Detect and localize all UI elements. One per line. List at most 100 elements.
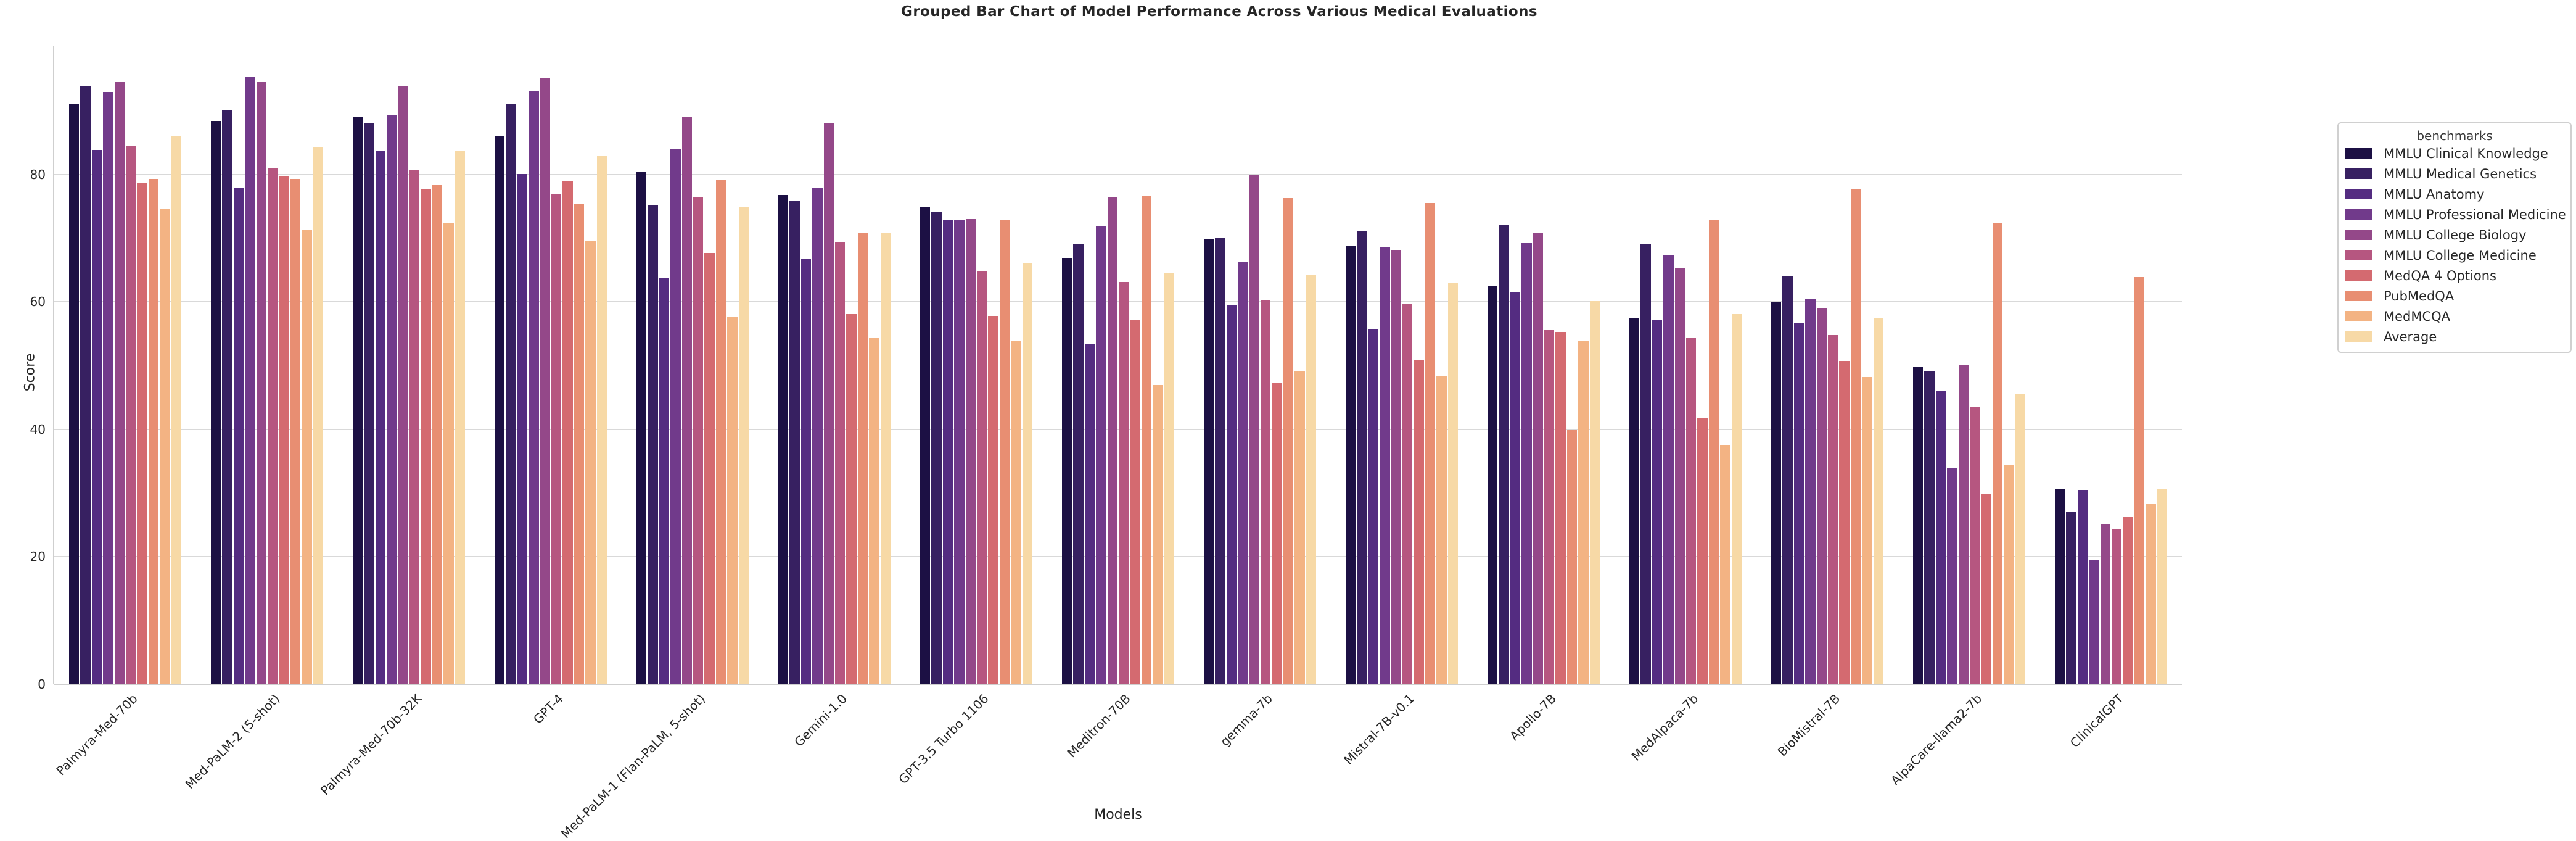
bar	[2112, 529, 2122, 684]
x-tick: AlpaCare-llama2-7b	[1852, 691, 1985, 788]
bar-group	[495, 77, 607, 684]
bar	[681, 117, 693, 684]
bar	[1873, 318, 1884, 684]
legend-item-label: MMLU Clinical Knowledge	[2384, 146, 2548, 161]
y-tick-label: 60	[30, 294, 46, 310]
bar	[1935, 391, 1946, 684]
bar	[1947, 468, 1957, 684]
bar	[148, 178, 159, 684]
bar	[1425, 203, 1436, 684]
bar	[2066, 512, 2076, 684]
bar	[659, 278, 670, 684]
bar	[114, 81, 125, 684]
bar	[1708, 220, 1719, 684]
legend-item-label: MedQA 4 Options	[2384, 268, 2497, 283]
bar	[1731, 313, 1742, 684]
bar	[551, 193, 562, 684]
bar	[1652, 320, 1663, 684]
bar	[562, 181, 573, 684]
legend-item: MedMCQA	[2339, 306, 2570, 326]
bar	[80, 86, 91, 684]
bar-group	[69, 81, 182, 684]
bar	[869, 338, 879, 684]
bar	[800, 259, 812, 684]
x-tick: Palmyra-Med-70b-32K	[278, 691, 424, 798]
legend-item: MMLU Professional Medicine	[2339, 204, 2570, 225]
bar	[1153, 384, 1163, 684]
legend-swatch	[2345, 189, 2372, 199]
bar	[290, 178, 301, 684]
y-tick-label: 80	[30, 167, 46, 182]
legend-item: MMLU College Biology	[2339, 225, 2570, 245]
bar	[455, 151, 466, 684]
bar	[1447, 283, 1459, 684]
x-tick: GPT-3.5 Turbo 1106	[860, 691, 992, 787]
bar	[1204, 239, 1214, 684]
bar-group	[1204, 174, 1317, 684]
plot-area	[54, 46, 2182, 684]
x-tick-label: Palmyra-Med-70b	[53, 691, 141, 779]
bar	[1640, 244, 1651, 684]
bar	[1958, 365, 1969, 684]
bar	[2100, 524, 2111, 684]
bar	[1544, 329, 1555, 684]
bar	[1096, 226, 1106, 684]
bar	[211, 120, 221, 684]
bar	[812, 188, 823, 684]
x-tick-label: Med-PaLM-2 (5-shot)	[182, 691, 282, 792]
x-tick-label: ClinicalGPT	[2067, 691, 2126, 751]
bar	[1771, 302, 1782, 684]
bar	[1566, 429, 1578, 684]
legend-swatch	[2345, 311, 2372, 321]
bar	[965, 218, 976, 684]
bar	[256, 81, 267, 684]
legend-item-label: MMLU Professional Medicine	[2384, 207, 2566, 222]
bar	[1346, 246, 1356, 684]
bar	[1913, 366, 1924, 684]
bar	[1272, 383, 1282, 684]
bar	[1062, 258, 1072, 684]
bar	[1578, 341, 1589, 684]
bar	[432, 185, 443, 684]
bar	[1629, 318, 1640, 684]
bar	[1782, 275, 1793, 684]
bar	[789, 201, 800, 684]
bar	[942, 220, 953, 684]
bar	[880, 232, 891, 684]
bar	[1663, 254, 1674, 684]
bar-group	[778, 123, 891, 684]
y-tick-label: 40	[30, 421, 46, 437]
x-tick-label: Mistral-7B-v0.1	[1341, 691, 1417, 768]
legend-items: MMLU Clinical Knowledge MMLU Medical Gene…	[2339, 143, 2570, 347]
bar	[1294, 371, 1305, 684]
bar	[1510, 291, 1521, 684]
legend-item: MMLU Medical Genetics	[2339, 164, 2570, 184]
bar	[1414, 360, 1424, 684]
bar	[1130, 320, 1140, 684]
bar	[1238, 262, 1248, 684]
bar	[1107, 196, 1118, 684]
bar	[222, 110, 232, 684]
bar	[1011, 341, 1021, 684]
bar	[279, 175, 289, 684]
bar	[421, 189, 431, 684]
bar	[1674, 267, 1685, 684]
y-axis-spine	[53, 46, 54, 684]
bar	[920, 207, 931, 684]
x-tick-label: AlpaCare-llama2-7b	[1887, 691, 1985, 789]
bar-group	[353, 86, 466, 684]
x-tick: Med-PaLM-1 (Flan-PaLM, 5-shot)	[500, 691, 708, 841]
bar	[1261, 300, 1271, 684]
gridline	[54, 556, 2182, 558]
bar	[1164, 272, 1175, 684]
legend-item: MMLU College Medicine	[2339, 245, 2570, 265]
x-tick: MedAlpaca-7b	[1603, 691, 1701, 764]
bar	[409, 170, 420, 684]
legend-swatch	[2345, 168, 2372, 179]
bar	[1924, 371, 1935, 684]
bar	[2134, 276, 2145, 684]
x-tick: Meditron-70B	[1040, 691, 1134, 760]
bar	[2123, 517, 2133, 684]
bar-group	[920, 207, 1033, 684]
bar	[778, 194, 789, 684]
